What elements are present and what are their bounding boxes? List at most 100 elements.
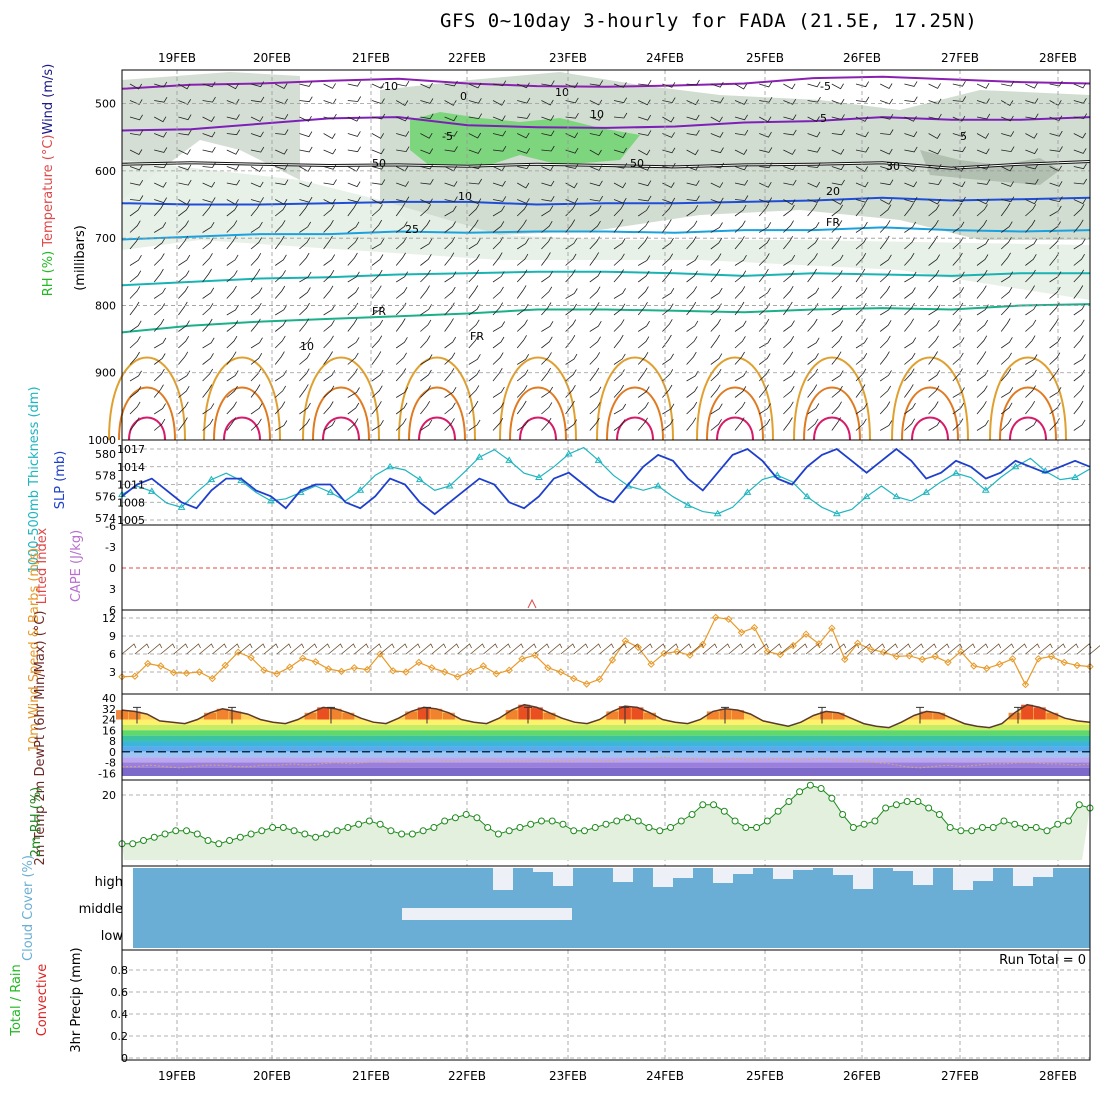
- wind-barb: [178, 83, 191, 90]
- thickness-marker: [356, 486, 365, 493]
- wind-barb: [637, 351, 649, 365]
- wind10-barb: [638, 643, 653, 655]
- wind10-barb: [1089, 645, 1100, 655]
- wind10-barb: [792, 643, 808, 655]
- wind-barb: [178, 114, 192, 121]
- wind-barb: [250, 287, 263, 299]
- wind-barb: [396, 146, 410, 153]
- wind-barb: [565, 82, 579, 89]
- temp-tick-label: 0: [109, 746, 116, 759]
- wind-barb: [420, 385, 431, 398]
- temp-tick-label: 24: [102, 714, 116, 727]
- wind-barb: [517, 163, 531, 170]
- date-label-bottom: 19FEB: [158, 1069, 196, 1083]
- wind-barb: [1000, 252, 1011, 266]
- wind-barb: [662, 253, 674, 266]
- wind-barb: [613, 82, 627, 88]
- cloud-gap-high: [773, 868, 793, 879]
- wind-barb: [928, 385, 940, 398]
- rh-marker: [989, 824, 997, 831]
- wind-barb: [1001, 165, 1014, 172]
- rh-marker: [172, 827, 180, 835]
- wind10-marker: [415, 658, 423, 667]
- wind-barb: [686, 164, 700, 171]
- chart-title: GFS 0~10day 3-hourly for FADA (21.5E, 17…: [440, 10, 978, 32]
- wind-barb: [879, 254, 892, 266]
- wind-barb: [250, 131, 264, 138]
- wind-barb: [904, 81, 918, 87]
- wind-barb: [734, 83, 748, 90]
- date-label-top: 19FEB: [158, 51, 196, 65]
- wind-barb: [1001, 131, 1015, 137]
- wind-barb: [516, 269, 528, 283]
- precip-tick-label: 0.8: [111, 964, 129, 977]
- wind-barb: [1049, 236, 1061, 250]
- wind10-barb: [921, 643, 937, 655]
- wind-barb: [758, 368, 770, 382]
- thickness-marker: [267, 496, 275, 504]
- wind10-barb: [728, 643, 743, 655]
- wind-barb: [589, 130, 603, 137]
- wind-barb: [347, 368, 358, 382]
- wind-barb: [226, 179, 240, 186]
- wind-barb: [565, 269, 576, 283]
- rh-marker: [602, 820, 610, 828]
- wind-barb: [323, 113, 337, 120]
- slp-tick-label: 1014: [117, 461, 145, 474]
- wind-barb: [444, 368, 455, 382]
- rh-marker: [1075, 801, 1083, 809]
- wind-barb: [468, 178, 483, 185]
- wind-barb: [420, 238, 433, 250]
- wind10-barb: [1025, 643, 1040, 655]
- wind-barb: [395, 402, 408, 415]
- wind10-barb: [741, 643, 756, 655]
- wind-barb: [662, 269, 673, 283]
- wind10-marker: [841, 655, 849, 664]
- wind-barb: [831, 417, 842, 431]
- wind-barb: [613, 162, 628, 169]
- wind-barb: [928, 254, 941, 266]
- wind-barb: [371, 148, 385, 155]
- wind10-tick-label: 12: [102, 612, 116, 625]
- wind-barb: [541, 336, 553, 349]
- temp-band: [122, 730, 1090, 736]
- wind-barb: [153, 384, 164, 398]
- pressure-tick-label: 600: [95, 165, 116, 178]
- date-label-top: 27FEB: [941, 51, 979, 65]
- rh-shade-3: [122, 160, 1090, 300]
- wind-barb: [468, 369, 481, 382]
- wind-barb: [395, 221, 408, 233]
- thickness-marker: [952, 469, 960, 476]
- wind-barb: [589, 80, 604, 86]
- wind10-marker: [466, 667, 475, 676]
- wind-barb: [250, 302, 262, 316]
- wind-barb: [202, 221, 215, 233]
- temp-band: [122, 741, 1090, 747]
- wind-barb: [783, 179, 797, 186]
- temp-ylabel: 2m Temp 2m DewPt (6hr Min/Max) (°C): [33, 611, 48, 866]
- wind-barb: [444, 402, 456, 415]
- date-label-bottom: 21FEB: [352, 1069, 390, 1083]
- wind-barb: [492, 252, 503, 266]
- run-total-label: Run Total = 0: [999, 953, 1086, 968]
- wind-barb: [589, 270, 602, 283]
- wind-barb: [783, 417, 793, 431]
- wind-barb: [396, 100, 409, 107]
- wind-barb: [395, 337, 408, 349]
- wind-barb: [202, 181, 216, 188]
- wind-barb: [686, 401, 698, 415]
- wind10-marker: [931, 652, 939, 661]
- wind-barb: [637, 401, 649, 415]
- wind10-barb: [1012, 643, 1027, 655]
- temp-high-fill: [543, 712, 556, 720]
- wind-barb: [395, 318, 406, 332]
- wind10-marker: [699, 640, 707, 649]
- wind-barb: [1073, 113, 1088, 120]
- cloud-gap-high: [833, 868, 853, 875]
- temp-minmax-whisker: [1014, 706, 1022, 724]
- temp-high-fill: [1021, 704, 1034, 720]
- wind-barb: [1073, 203, 1085, 217]
- wind-barb: [952, 252, 963, 266]
- rh-marker: [1054, 820, 1062, 828]
- wind-barb: [783, 285, 794, 299]
